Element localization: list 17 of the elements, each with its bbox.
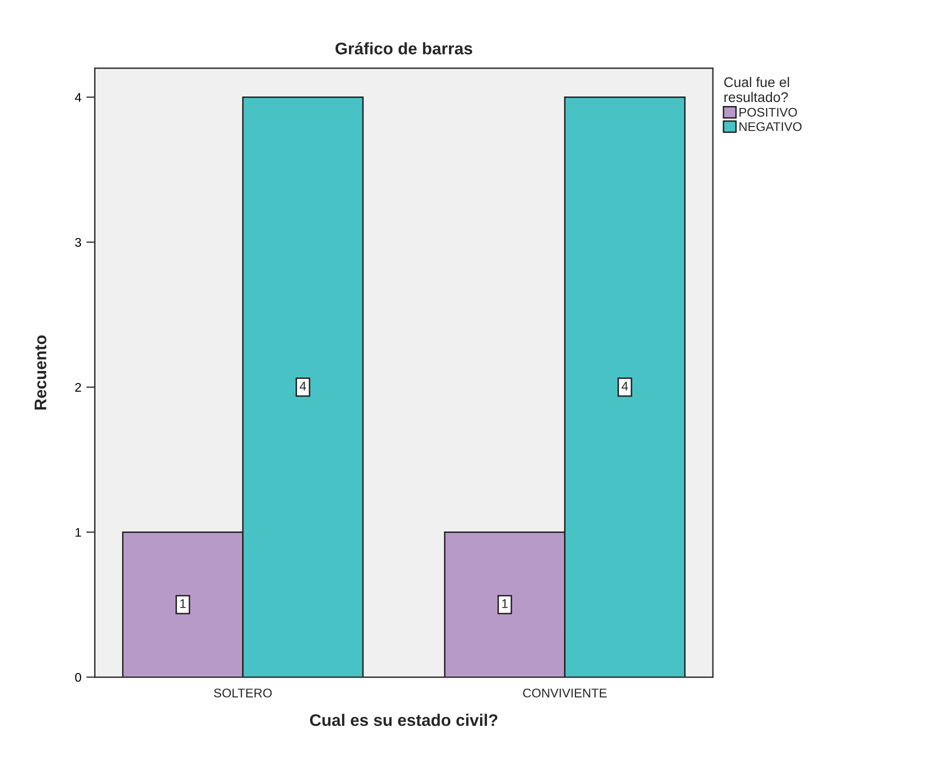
y-axis-title: Recuento — [34, 335, 46, 410]
legend-label: POSITIVO — [740, 108, 797, 117]
data-label: 1 — [180, 599, 186, 608]
x-tick-label: CONVIVIENTE — [523, 688, 607, 698]
y-tick-label: 3 — [75, 238, 82, 247]
y-tick-label: 4 — [74, 93, 82, 102]
x-axis-title: Cual es su estado civil? — [310, 714, 498, 726]
data-label: 4 — [300, 382, 306, 390]
legend-label: NEGATIVO — [740, 122, 802, 132]
y-tick-label: 1 — [76, 528, 81, 537]
data-label: 1 — [502, 599, 508, 608]
y-tick-label: 2 — [75, 382, 81, 392]
x-tick-label: SOLTERO — [214, 688, 272, 698]
chart-title: Gráfico de barras — [336, 42, 472, 54]
legend-title: Cual fue el resultado? — [724, 76, 789, 102]
data-label: 4 — [622, 382, 628, 390]
y-tick-label: 0 — [75, 672, 82, 682]
